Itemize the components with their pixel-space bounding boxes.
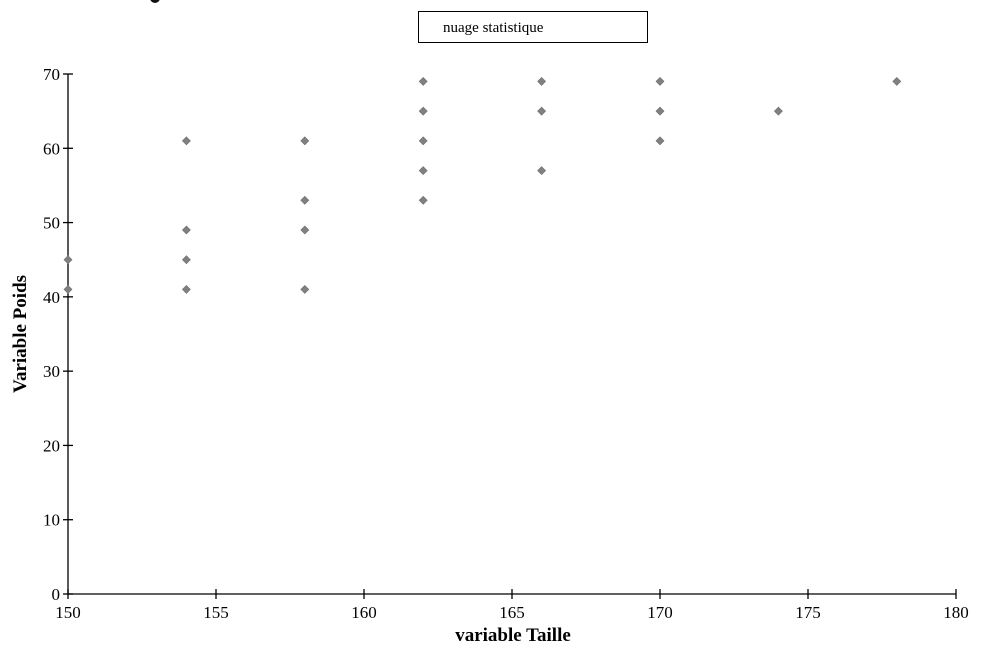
x-axis-label: variable Taille	[455, 625, 571, 646]
data-point	[418, 77, 428, 86]
data-point	[773, 106, 783, 116]
data-point	[300, 225, 310, 235]
data-points	[63, 77, 902, 294]
data-point	[63, 255, 73, 265]
data-point	[181, 255, 191, 265]
data-point	[418, 166, 428, 175]
data-point	[655, 77, 665, 86]
y-tick-label: 30	[43, 362, 60, 381]
x-tick-label: 165	[499, 603, 525, 622]
y-tick-label: 50	[43, 214, 60, 233]
x-tick-label: 175	[795, 603, 821, 622]
y-tick-label: 70	[43, 65, 60, 84]
data-point	[181, 225, 191, 235]
data-point	[181, 136, 191, 146]
data-point	[63, 285, 73, 294]
legend: nuage statistique	[418, 11, 648, 43]
y-axis-label: Variable Poids	[10, 275, 31, 393]
y-tick-label: 0	[52, 585, 61, 604]
x-tick-label: 155	[203, 603, 229, 622]
y-axis: 0 10 20 30 40 50 60 70	[43, 65, 73, 604]
y-tick-label: 40	[43, 288, 60, 307]
x-tick-label: 180	[943, 603, 969, 622]
data-point	[300, 136, 310, 146]
data-point	[537, 166, 547, 175]
data-point	[655, 136, 665, 146]
data-point	[418, 106, 428, 116]
data-point	[537, 106, 547, 116]
legend-label: nuage statistique	[443, 20, 544, 36]
data-point	[181, 285, 191, 294]
y-tick-label: 60	[43, 139, 60, 158]
x-tick-label: 160	[351, 603, 377, 622]
data-point	[418, 195, 428, 205]
data-point	[537, 77, 547, 86]
data-point	[300, 285, 310, 294]
data-point	[418, 136, 428, 146]
clipped-marker-top	[150, 0, 160, 3]
data-point	[655, 106, 665, 116]
x-tick-label: 170	[647, 603, 673, 622]
x-axis: 150 155 160 165 170 175 180	[55, 589, 969, 622]
x-tick-label: 150	[55, 603, 81, 622]
y-tick-label: 20	[43, 436, 60, 455]
y-tick-label: 10	[43, 511, 60, 530]
data-point	[892, 77, 902, 86]
data-point	[300, 195, 310, 205]
